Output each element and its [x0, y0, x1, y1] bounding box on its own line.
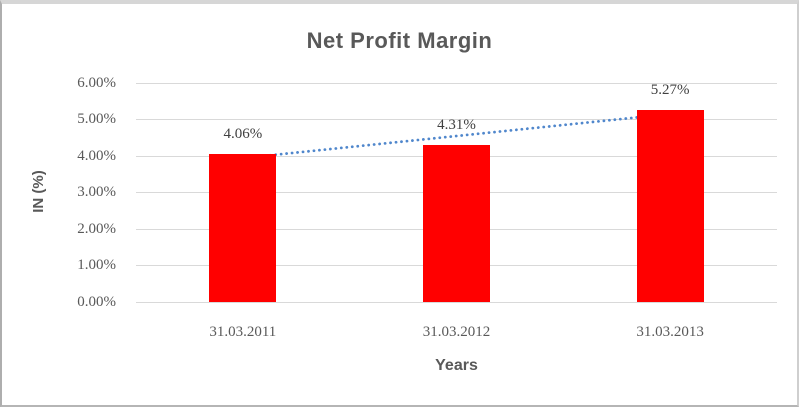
y-tick-label: 2.00%: [77, 220, 116, 237]
y-tick-label: 1.00%: [77, 257, 116, 273]
chart-title: Net Profit Margin: [306, 28, 493, 53]
y-tick-label: 5.00%: [77, 111, 116, 127]
trendline-path: [241, 112, 672, 160]
gridline: [136, 82, 777, 84]
gridline: [136, 119, 777, 120]
x-category-label: 31.03.2012: [422, 324, 491, 340]
y-tick-label: 0.00%: [77, 293, 116, 310]
gridline: [136, 301, 777, 303]
plot-area: 4.06% 4.31% 5.27%: [136, 81, 777, 303]
bar-data-label: 4.06%: [223, 125, 263, 142]
bar-data-label: 5.27%: [650, 81, 690, 98]
bar-31.03.2012: [423, 144, 490, 302]
y-tick-label: 3.00%: [77, 184, 116, 200]
trendline: [241, 112, 672, 160]
x-axis-title: Years: [435, 357, 478, 374]
bar-31.03.2013: [636, 109, 704, 302]
bar-data-label: 4.31%: [437, 116, 476, 133]
x-category-label: 31.03.2011: [209, 324, 277, 340]
y-tick-label: 4.00%: [77, 147, 116, 164]
y-tick-label: 6.00%: [77, 74, 116, 91]
x-category-label: 31.03.2013: [636, 324, 704, 340]
bar-31.03.2011: [209, 153, 277, 302]
